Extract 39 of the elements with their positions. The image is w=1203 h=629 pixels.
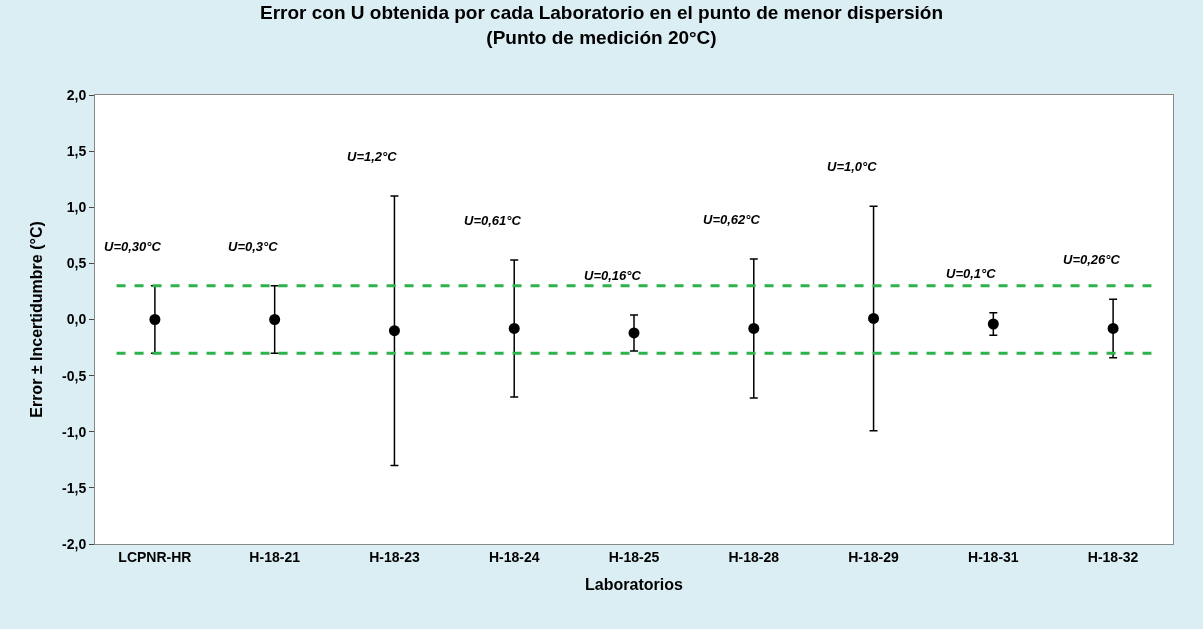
y-tick-label: -2,0 — [62, 535, 87, 552]
y-tick-label: 0,0 — [66, 311, 87, 328]
y-tick-label: -0,5 — [62, 367, 87, 384]
x-tick-label: H-18-23 — [369, 548, 420, 565]
annotation: U=0,16°C — [584, 268, 642, 283]
point — [149, 314, 161, 325]
annotation: U=1,0°C — [827, 159, 878, 174]
annotation: U=0,26°C — [1063, 252, 1121, 267]
y-tick-label: 0,5 — [66, 255, 87, 272]
annotation: U=0,61°C — [464, 213, 522, 228]
point — [269, 314, 281, 325]
x-axis-title: Laboratorios — [585, 576, 683, 594]
x-tick-label: H-18-21 — [249, 548, 301, 565]
y-tick-label: -1,5 — [62, 479, 87, 496]
point — [508, 322, 520, 334]
annotation: U=0,30°C — [104, 239, 162, 254]
annotation: U=1,2°C — [347, 149, 398, 164]
x-tick-label: H-18-24 — [488, 548, 540, 565]
point — [628, 327, 640, 339]
x-tick-label: H-18-32 — [1087, 548, 1139, 565]
annotation: U=0,1°C — [946, 266, 997, 281]
y-tick-label: 2,0 — [66, 86, 87, 103]
y-tick-label: 1,0 — [66, 199, 87, 216]
point — [868, 312, 880, 324]
x-tick-label: H-18-28 — [728, 548, 780, 565]
point — [987, 318, 999, 330]
x-tick-label: H-18-29 — [848, 548, 900, 565]
y-tick-label: 1,5 — [66, 143, 87, 160]
y-tick-label: -1,0 — [62, 423, 87, 440]
x-tick-label: H-18-25 — [608, 548, 660, 565]
y-axis-title: Error ± Incertidumbre (°C) — [27, 221, 45, 418]
annotation: U=0,62°C — [703, 212, 761, 227]
annotation: U=0,3°C — [228, 239, 279, 254]
point — [388, 325, 400, 337]
chart-title: Error con U obtenida por cada Laboratorio en el punto de menor dispersión (Punto de medición 20°C) — [259, 1, 944, 48]
x-tick-label: LCPNR-HR — [118, 548, 192, 565]
point — [748, 322, 760, 334]
point — [1107, 322, 1119, 334]
x-tick-label: H-18-31 — [968, 548, 1019, 565]
